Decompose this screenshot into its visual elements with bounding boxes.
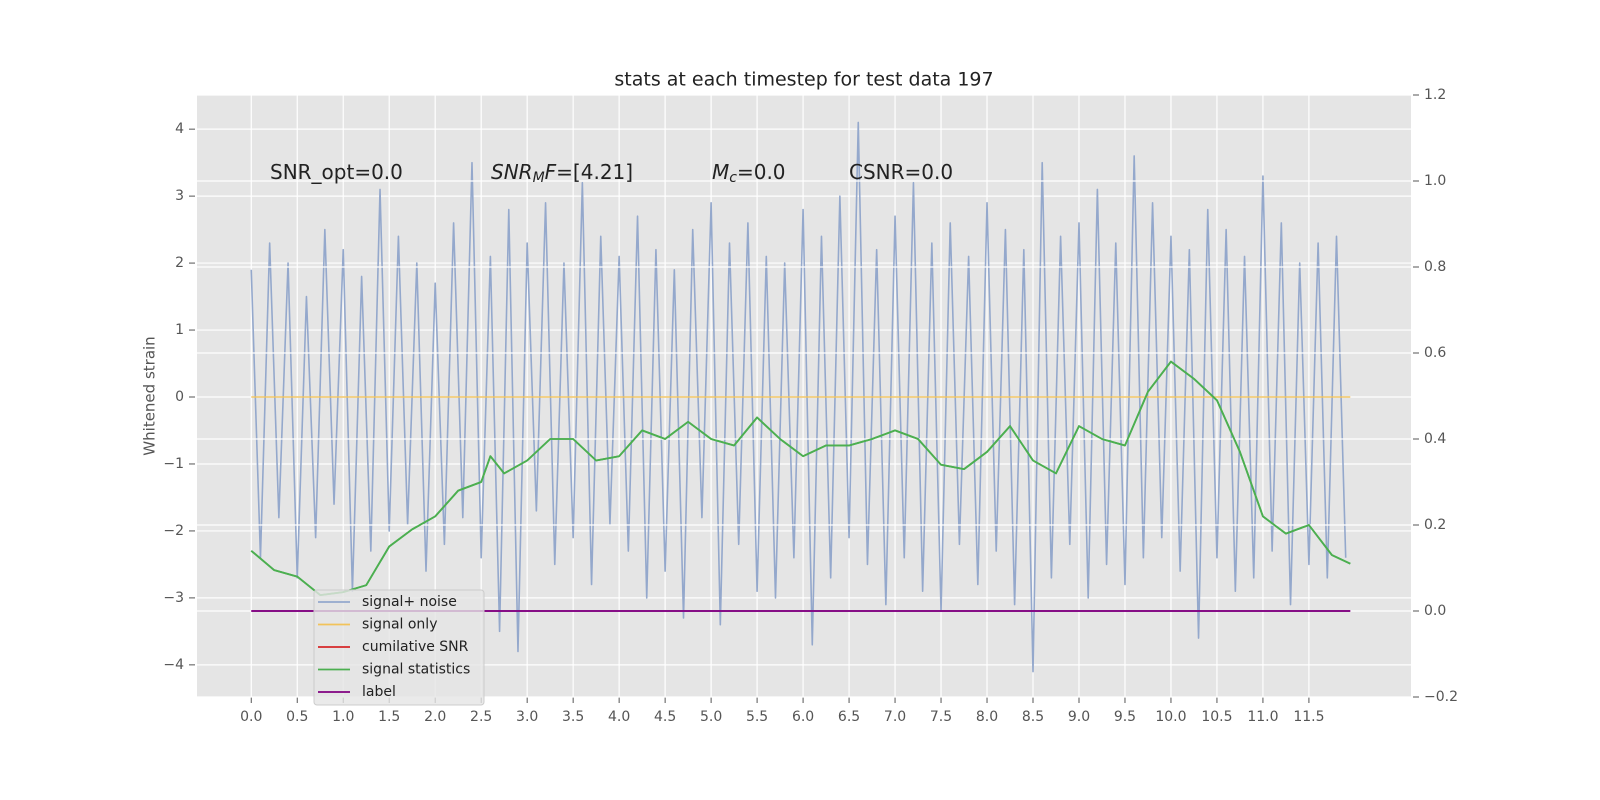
legend-label: signal statistics	[362, 662, 470, 678]
legend-box	[313, 589, 485, 706]
annotation-part: SNR	[491, 160, 533, 184]
x-tick-label: 5.0	[700, 709, 722, 725]
x-tick-label: 10.5	[1201, 709, 1232, 725]
chart-title: stats at each timestep for test data 197	[614, 69, 993, 91]
legend-label: signal+ noise	[362, 594, 457, 610]
x-tick-label: 11.0	[1247, 709, 1278, 725]
y-tick-label: 1	[175, 322, 184, 338]
y-tick-label: −3	[163, 590, 184, 606]
y-tick-label: 2	[175, 255, 184, 271]
x-tick-label: 2.5	[470, 709, 492, 725]
annotation-part: SNR_opt=0.0	[270, 160, 403, 184]
x-tick-label: 5.5	[746, 709, 768, 725]
series-line	[250, 360, 1351, 596]
y2-tick-label: 0.2	[1424, 517, 1446, 533]
series-line	[250, 121, 1347, 673]
annotation: CSNR=0.0	[849, 160, 953, 184]
y2-tick-label: −0.2	[1424, 689, 1458, 705]
y-tick-label: −4	[163, 657, 184, 673]
annotation-part: c	[729, 170, 737, 186]
legend-label: signal only	[362, 617, 437, 633]
y2-tick-label: 1.2	[1424, 87, 1446, 103]
annotation-part: M	[533, 170, 545, 186]
x-tick-label: 10.0	[1155, 709, 1186, 725]
y2-tick-label: 0.8	[1424, 259, 1446, 275]
x-tick-label: 3.0	[516, 709, 538, 725]
legend-label: cumilative SNR	[362, 639, 469, 655]
y-tick-label: 0	[175, 389, 184, 405]
y-tick-label: −2	[163, 523, 184, 539]
annotation: SNRMF=[4.21]	[491, 160, 633, 187]
y-axis-label: Whitened strain	[141, 336, 159, 455]
x-tick-label: 9.0	[1068, 709, 1090, 725]
y2-tick-label: 0.4	[1424, 431, 1446, 447]
y-tick-label: 3	[175, 188, 184, 204]
annotation: Mc=0.0	[712, 160, 786, 187]
y2-tick-label: 0.6	[1424, 345, 1446, 361]
x-tick-label: 2.0	[424, 709, 446, 725]
x-tick-label: 0.0	[240, 709, 262, 725]
x-tick-label: 6.0	[792, 709, 814, 725]
x-tick-label: 9.5	[1114, 709, 1136, 725]
y-tick-label: −1	[163, 456, 184, 472]
x-tick-label: 6.5	[838, 709, 860, 725]
y2-tick-label: 0.0	[1424, 603, 1446, 619]
annotation-part: =[4.21]	[556, 160, 633, 184]
annotation-part: M	[712, 160, 729, 184]
x-tick-label: 3.5	[562, 709, 584, 725]
annotation: SNR_opt=0.0	[270, 160, 403, 184]
y2-tick-label: 1.0	[1424, 173, 1446, 189]
x-tick-label: 4.5	[654, 709, 676, 725]
x-tick-label: 4.0	[608, 709, 630, 725]
x-tick-label: 1.0	[332, 709, 354, 725]
x-tick-label: 0.5	[286, 709, 308, 725]
y-tick-label: 4	[175, 121, 184, 137]
x-tick-label: 11.5	[1293, 709, 1324, 725]
legend-label: label	[362, 684, 396, 700]
annotation-part: =0.0	[737, 160, 786, 184]
x-tick-label: 1.5	[378, 709, 400, 725]
x-tick-label: 7.0	[884, 709, 906, 725]
x-tick-label: 7.5	[930, 709, 952, 725]
x-tick-label: 8.5	[1022, 709, 1044, 725]
annotation-part: CSNR=0.0	[849, 160, 953, 184]
x-tick-label: 8.0	[976, 709, 998, 725]
annotation-part: F	[545, 160, 557, 184]
